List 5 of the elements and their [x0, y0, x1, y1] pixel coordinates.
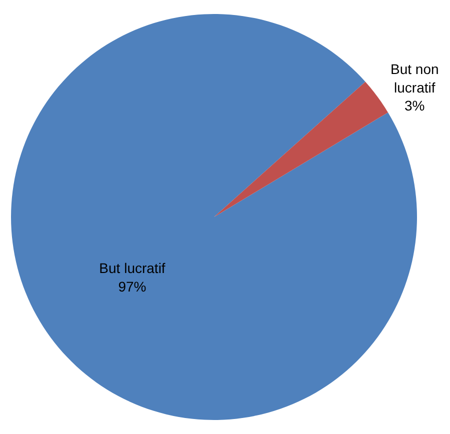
- data-label: 97%: [118, 278, 146, 294]
- data-label: 3%: [404, 98, 425, 114]
- slice-label: But lucratif: [99, 260, 166, 276]
- slice-label: But non lucratif: [390, 61, 439, 96]
- pie-slice: [214, 82, 388, 217]
